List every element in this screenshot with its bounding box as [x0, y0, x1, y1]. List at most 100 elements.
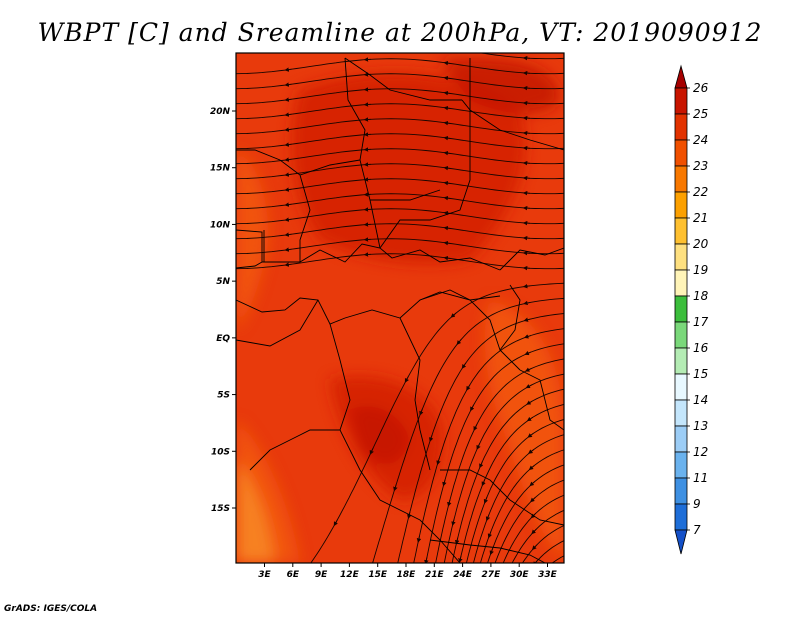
streamline-arrow	[443, 255, 451, 261]
lon-tick-label: 33E	[538, 570, 558, 580]
lat-tick-label: 15N	[210, 164, 231, 174]
colorbar-box	[674, 217, 688, 245]
streamline-arrow	[393, 484, 398, 492]
streamline-arrow	[531, 528, 537, 535]
country-border	[236, 261, 263, 269]
colorbar-label: 13	[693, 419, 708, 433]
streamline-arrow	[419, 408, 424, 416]
country-border	[249, 429, 340, 471]
streamline	[236, 118, 564, 135]
streamline	[477, 53, 564, 60]
longitude-axis: 3E 6E 9E 12E 15E 18E 21E 24E 27E 30E 33E	[258, 563, 558, 580]
lon-tick-label: 9E	[315, 570, 328, 580]
colorbar-box	[674, 87, 688, 115]
colorbar-box	[674, 425, 688, 453]
colorbar-box	[674, 477, 688, 505]
streamline	[465, 419, 564, 563]
colorbar-label: 25	[693, 107, 708, 121]
colorbar-label: 24	[693, 133, 708, 147]
streamline	[236, 238, 564, 255]
colorbar-label: 14	[693, 393, 708, 407]
country-border	[399, 317, 431, 471]
streamline-arrow	[523, 317, 531, 322]
streamline-arrow	[451, 518, 456, 527]
streamline-arrow	[443, 105, 451, 111]
streamline	[451, 388, 564, 563]
lat-tick-label: 5N	[216, 277, 230, 287]
streamline-arrow	[429, 434, 434, 442]
streamline	[236, 148, 564, 165]
country-border	[429, 539, 546, 563]
streamline-arrow	[443, 240, 451, 246]
country-border	[344, 57, 381, 249]
lon-tick-label: 24E	[453, 570, 473, 580]
colorbar-box	[674, 321, 688, 349]
streamline	[372, 297, 564, 563]
streamline-arrow	[284, 187, 292, 192]
streamline-arrow	[483, 496, 489, 504]
streamline-arrow	[524, 367, 532, 372]
streamline-arrow	[527, 433, 534, 438]
grads-credit: GrADS: IGES/COLA	[4, 604, 98, 614]
colorbar-label: 23	[693, 159, 708, 173]
lat-tick-label: 20N	[210, 107, 231, 117]
field-shade-region	[236, 460, 275, 563]
streamline-arrow	[369, 448, 374, 455]
country-border	[236, 149, 361, 176]
country-border	[419, 289, 521, 371]
streamline-arrow	[443, 120, 451, 126]
streamline-arrow	[525, 384, 533, 389]
streamline-arrow	[524, 350, 532, 356]
streamline-arrow	[443, 75, 451, 81]
country-border	[329, 323, 461, 563]
streamline	[551, 555, 564, 563]
map-area	[236, 48, 564, 563]
streamline-arrow	[284, 112, 292, 117]
streamline-arrow	[284, 157, 292, 162]
streamline-arrow	[284, 142, 292, 147]
colorbar-box	[674, 399, 688, 427]
streamline-arrow	[528, 465, 535, 471]
streamline-arrow	[485, 514, 491, 522]
streamline-arrow	[476, 443, 481, 450]
streamline-arrow	[523, 334, 531, 339]
streamline-arrow	[447, 499, 452, 507]
colorbar-label: 12	[693, 445, 708, 459]
streamline	[236, 178, 564, 195]
streamline-arrow	[443, 150, 451, 156]
streamline	[413, 328, 564, 563]
streamline-arrow	[523, 300, 531, 306]
country-border	[370, 189, 441, 201]
lat-tick-label: 10N	[210, 220, 231, 230]
streamline	[236, 253, 564, 270]
streamline-arrow	[443, 165, 451, 171]
colorbar-label: 21	[693, 211, 708, 225]
streamline-arrow	[470, 404, 475, 412]
streamline-arrow	[526, 416, 534, 422]
streamline	[236, 88, 564, 105]
streamline	[458, 403, 564, 563]
lon-tick-label: 12E	[340, 570, 360, 580]
country-border	[344, 57, 462, 101]
streamline-arrow	[526, 400, 533, 405]
streamline	[236, 133, 564, 150]
lon-tick-label: 3E	[258, 570, 271, 580]
streamline-arrow	[424, 557, 429, 563]
country-border	[499, 247, 564, 271]
colorbar-box	[674, 451, 688, 479]
streamline	[236, 103, 564, 120]
streamlines	[236, 48, 564, 563]
streamline	[534, 540, 564, 563]
streamline-arrow	[284, 127, 292, 132]
colorbar-label: 15	[693, 367, 708, 381]
streamline	[502, 494, 564, 563]
streamline-arrow	[446, 48, 451, 49]
colorbar-label: 9	[693, 497, 701, 511]
streamline	[425, 343, 564, 563]
streamline-arrow	[284, 97, 292, 102]
streamline-arrow	[443, 60, 451, 66]
streamline-arrow	[284, 262, 292, 267]
lon-tick-label: 6E	[287, 570, 300, 580]
colorbar-label: 17	[693, 315, 709, 329]
streamline-arrow	[487, 531, 493, 539]
